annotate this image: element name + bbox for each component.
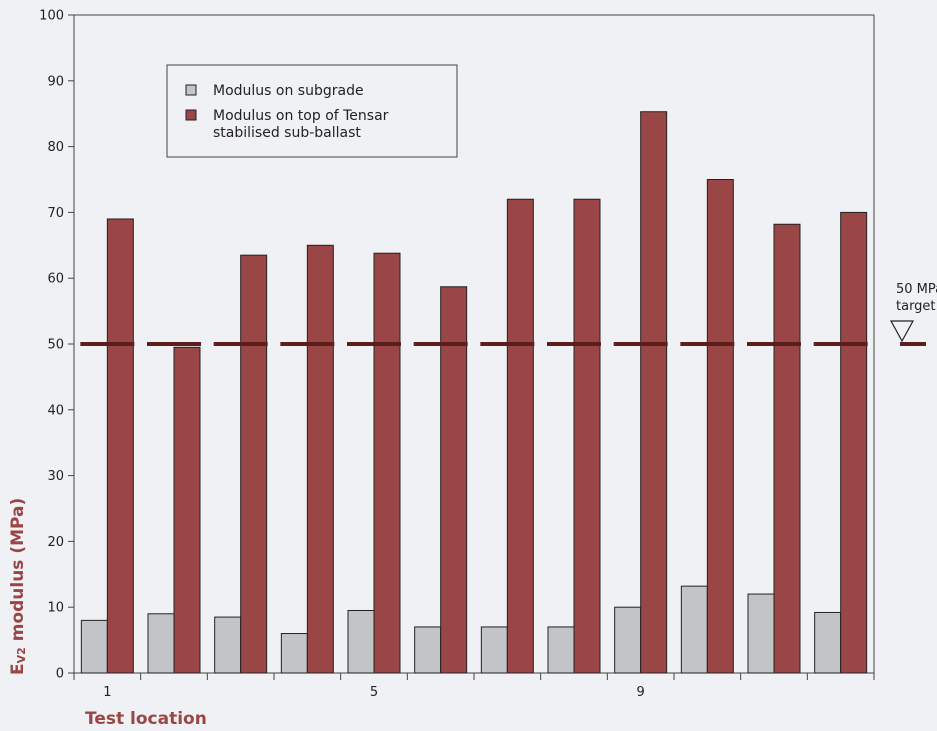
x-tick-label-5: 5: [370, 685, 378, 700]
sub-ballast-bar-4: [306, 244, 334, 674]
y-tick-label-20: 20: [47, 535, 64, 550]
y-axis-title-main: E: [8, 663, 28, 675]
sub-ballast-bar-7: [506, 198, 534, 674]
y-tick-label-10: 10: [47, 601, 64, 616]
y-tick-label-90: 90: [47, 74, 64, 89]
subgrade-bar-8: [547, 626, 575, 674]
y-tick-label-80: 80: [47, 140, 64, 155]
legend-label-1-1: stabilised sub-ballast: [213, 125, 361, 141]
y-tick-label-0: 0: [56, 667, 64, 682]
x-tick-label-1: 1: [103, 685, 111, 700]
sub-ballast-bar-8: [573, 198, 601, 674]
sub-ballast-bar-3: [240, 254, 268, 674]
legend-swatch-1: [185, 109, 197, 121]
target-annotation: 50 MPa target: [889, 282, 937, 346]
subgrade-bar-3: [214, 616, 242, 674]
y-tick-label-50: 50: [47, 338, 64, 353]
sub-ballast-bar-10: [706, 179, 734, 674]
legend: Modulus on subgrade Modulus on top of Ten…: [166, 64, 458, 158]
subgrade-bar-10: [680, 585, 708, 674]
subgrade-bar-7: [480, 626, 508, 674]
y-axis: 0 10 20 30 40 50 60 70 80 90 100: [39, 9, 74, 682]
subgrade-bar-12: [814, 611, 842, 674]
y-tick-label-60: 60: [47, 272, 64, 287]
y-tick-label-100: 100: [39, 9, 64, 24]
sub-ballast-bar-11: [773, 223, 801, 674]
y-axis-title: EV2 modulus (MPa): [8, 498, 28, 675]
y-axis-title-rest: modulus (MPa): [8, 498, 28, 647]
y-tick-label-30: 30: [47, 469, 64, 484]
subgrade-bar-2: [147, 613, 175, 674]
target-label-line-1: target: [896, 299, 936, 314]
sub-ballast-bar-12: [840, 211, 868, 674]
sub-ballast-bar-2: [173, 346, 201, 674]
y-tick-label-40: 40: [47, 403, 64, 418]
subgrade-bar-6: [414, 626, 442, 674]
subgrade-bar-4: [280, 633, 308, 674]
legend-label-0-0: Modulus on subgrade: [213, 83, 364, 99]
x-axis-title: Test location: [85, 709, 207, 729]
bars: [80, 111, 868, 674]
y-axis-title-sub: V2: [15, 647, 28, 663]
x-tick-label-9: 9: [637, 685, 645, 700]
subgrade-bar-1: [80, 619, 108, 674]
legend-box: [166, 64, 458, 158]
sub-ballast-bar-5: [373, 252, 401, 674]
sub-ballast-bar-1: [106, 218, 134, 674]
target-label-line-0: 50 MPa: [896, 282, 937, 297]
y-tick-label-70: 70: [47, 206, 64, 221]
sub-ballast-bar-9: [640, 111, 668, 674]
subgrade-bar-9: [614, 606, 642, 674]
legend-swatch-0: [185, 84, 197, 96]
legend-label-1-0: Modulus on top of Tensar: [213, 108, 389, 124]
sub-ballast-bar-6: [440, 286, 468, 674]
subgrade-bar-11: [747, 593, 775, 674]
x-axis: 1 5 9: [73, 673, 875, 700]
target-triangle-icon: [889, 320, 915, 343]
subgrade-bar-5: [347, 609, 375, 674]
